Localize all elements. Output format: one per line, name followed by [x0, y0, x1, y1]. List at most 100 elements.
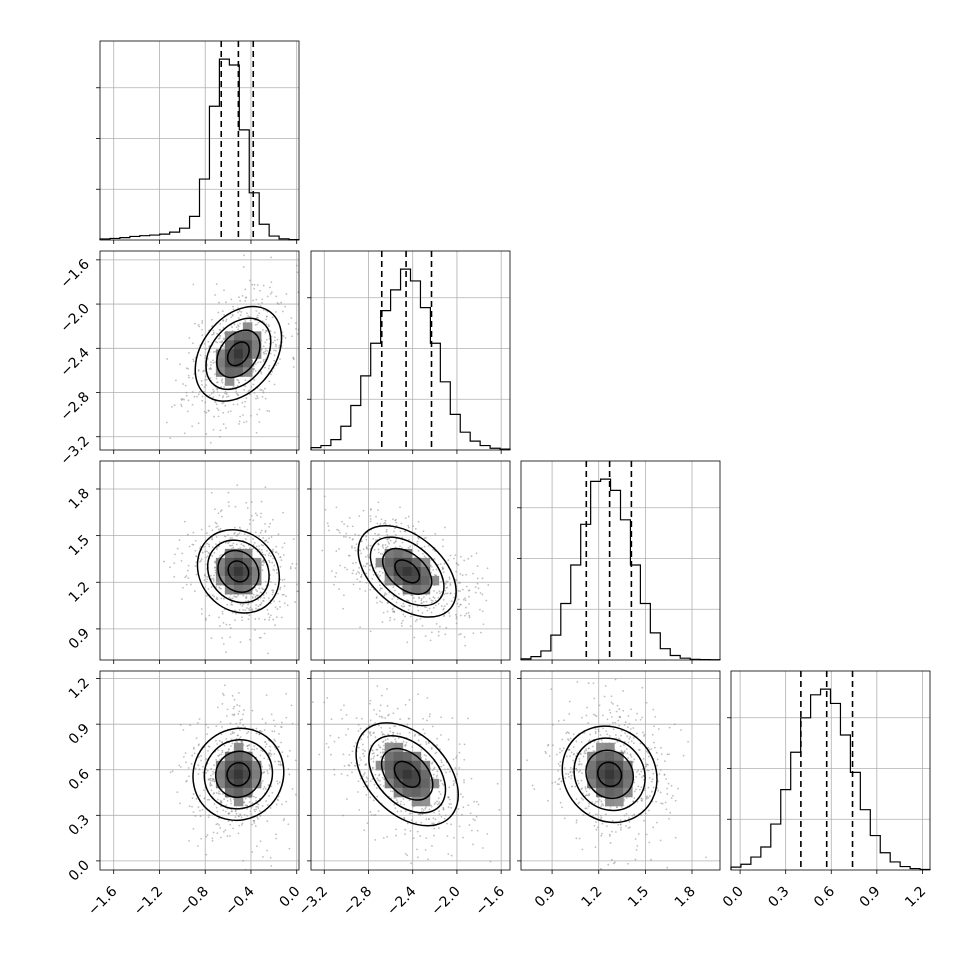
sample-point — [256, 590, 259, 593]
sample-point — [259, 814, 261, 817]
density-cell — [233, 367, 244, 377]
sample-point — [219, 527, 222, 530]
sample-point — [221, 402, 224, 405]
sample-point — [645, 701, 648, 704]
sample-point — [411, 746, 414, 748]
contour-0 — [227, 560, 250, 583]
sample-point — [258, 408, 261, 411]
density-cell — [393, 769, 404, 780]
sample-point — [363, 829, 366, 832]
sample-point — [229, 636, 232, 639]
sample-point — [395, 601, 398, 604]
sample-point — [643, 819, 645, 822]
sample-point — [244, 804, 247, 807]
sample-point — [244, 379, 247, 382]
sample-point — [275, 837, 278, 840]
sample-point — [245, 595, 248, 598]
sample-point — [254, 363, 257, 365]
sample-point — [672, 794, 674, 797]
sample-point — [192, 828, 195, 830]
sample-point — [205, 853, 208, 856]
density-cell — [411, 787, 422, 798]
sample-point — [457, 808, 460, 810]
sample-point — [393, 596, 395, 598]
sample-point — [351, 525, 354, 528]
sample-point — [648, 777, 651, 779]
sample-point — [442, 571, 445, 573]
density-cell — [596, 742, 606, 753]
sample-point — [425, 874, 427, 876]
sample-point — [290, 317, 293, 319]
sample-point — [587, 747, 590, 750]
sample-point — [656, 764, 658, 767]
sample-point — [378, 570, 381, 573]
sample-point — [572, 733, 575, 736]
sample-point — [556, 783, 559, 786]
sample-point — [449, 554, 452, 557]
sample-point — [205, 594, 208, 597]
sample-point — [230, 800, 232, 802]
density-cell — [384, 575, 395, 586]
sample-point — [204, 354, 207, 357]
sample-point — [578, 763, 581, 765]
sample-point — [417, 739, 420, 742]
sample-point — [416, 618, 418, 621]
sample-point — [271, 593, 274, 596]
sample-point — [183, 398, 185, 401]
sample-point — [255, 607, 257, 610]
sample-point — [627, 715, 630, 717]
sample-point — [364, 781, 367, 783]
sample-point — [241, 619, 243, 622]
y-tick-label-c-2: 1.5 — [66, 532, 93, 559]
x-tick-label-b-4: −1.6 — [473, 883, 508, 918]
sample-point — [626, 726, 629, 729]
sample-point — [572, 759, 575, 762]
sample-point — [645, 765, 648, 768]
sample-point — [265, 315, 268, 318]
sample-point — [465, 573, 468, 576]
sample-point — [360, 576, 362, 578]
sample-point — [377, 573, 379, 576]
sample-point — [225, 804, 227, 807]
sample-point — [270, 536, 273, 538]
sample-point — [250, 386, 253, 388]
sample-point — [446, 822, 448, 825]
sample-point — [376, 777, 379, 780]
sample-point — [229, 823, 232, 826]
sample-point — [217, 792, 220, 795]
sample-point — [197, 773, 200, 775]
sample-point — [358, 587, 361, 590]
sample-point — [463, 636, 466, 638]
sample-point — [250, 813, 253, 815]
sample-point — [635, 788, 637, 791]
sample-point — [235, 388, 237, 391]
density-cell — [393, 575, 404, 586]
sample-point — [288, 847, 291, 850]
sample-point — [463, 559, 466, 562]
sample-point — [335, 572, 338, 574]
sample-point — [235, 722, 238, 725]
sample-point — [381, 752, 384, 754]
sample-point — [285, 692, 288, 695]
sample-point — [365, 563, 368, 566]
sample-point — [283, 817, 286, 820]
sample-point — [458, 743, 461, 745]
sample-point — [404, 615, 406, 618]
sample-point — [421, 624, 424, 627]
scatter-panel-b-c — [307, 460, 511, 664]
sample-point — [481, 577, 484, 580]
sample-point — [219, 721, 222, 723]
sample-point — [215, 791, 218, 794]
sample-point — [265, 352, 267, 355]
sample-point — [351, 750, 354, 753]
histogram-c — [520, 478, 721, 661]
sample-point — [430, 599, 433, 602]
sample-point — [230, 745, 232, 747]
sample-point — [267, 597, 270, 599]
sample-point — [201, 399, 204, 402]
sample-point — [627, 757, 630, 759]
sample-point — [432, 776, 435, 779]
sample-point — [276, 338, 279, 341]
sample-point — [358, 566, 361, 569]
sample-point — [269, 745, 271, 748]
